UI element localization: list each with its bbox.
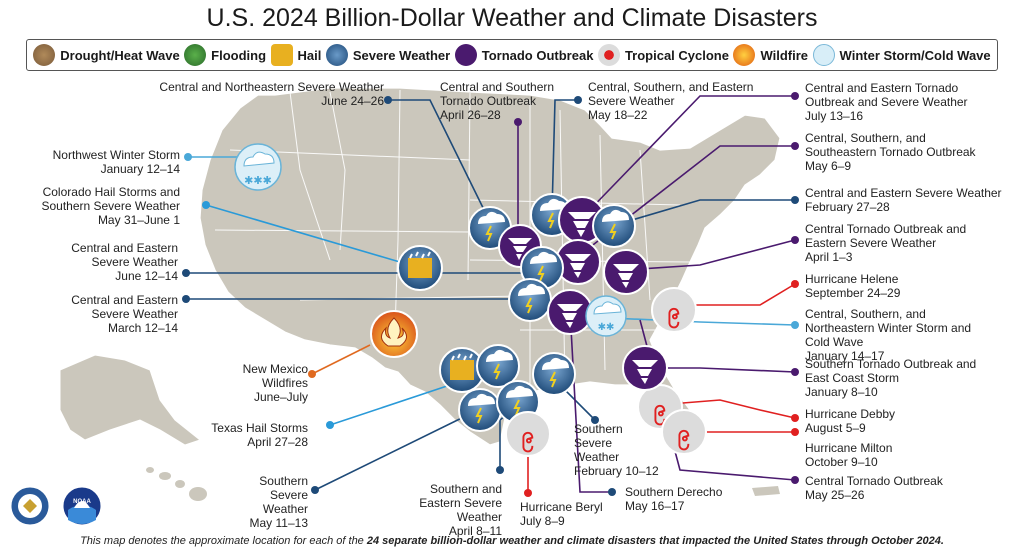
legend-item-wildfire: Wildfire: [733, 44, 808, 66]
severe-weather-icon: [532, 352, 576, 396]
tropical-cyclone-icon: [597, 44, 620, 66]
legend-item-drought: Drought/Heat Wave: [33, 44, 180, 66]
label-nm-wildfire: New Mexico Wildfires June–July: [242, 362, 308, 404]
svg-text:၉: ၉: [668, 299, 680, 329]
puerto-rico-land: [752, 486, 780, 496]
label-s-tornado-jan: Southern Tornado Outbreak and East Coast…: [805, 357, 977, 399]
label-se-severe-apr: Southern and Eastern Severe Weather April…: [419, 482, 502, 538]
footnote: This map denotes the approximate locatio…: [80, 535, 944, 547]
winter-storm-icon: ✱✱: [585, 295, 627, 337]
alaska-land: [59, 354, 202, 446]
label-s-severe-may: Southern Severe Weather May 11–13: [249, 474, 308, 530]
label-milton: Hurricane Milton October 9–10: [805, 441, 893, 469]
svg-text:NOAA: NOAA: [73, 499, 91, 505]
label-css-tornado: Central, Southern, and Southeastern Torn…: [805, 131, 976, 173]
severe-weather-icon: [458, 388, 502, 432]
svg-text:✱✱✱: ✱✱✱: [244, 174, 272, 187]
drought-icon: [33, 44, 56, 66]
legend: Drought/Heat Wave Flooding Hail Severe W…: [26, 39, 998, 71]
winter-storm-icon: ✱✱✱: [234, 143, 282, 191]
hawaii-land: [146, 467, 207, 501]
label-csn-winter: Central, Southern, and Northeastern Wint…: [805, 307, 972, 363]
legend-item-flooding: Flooding: [184, 44, 266, 66]
svg-text:၉: ၉: [678, 421, 690, 451]
severe-weather-icon: [592, 204, 636, 248]
tropical-cyclone-icon: ၉: [661, 409, 707, 455]
label-debby: Hurricane Debby August 5–9: [805, 407, 896, 435]
noaa-logo: NOAA: [62, 486, 102, 526]
label-nw-winter: Northwest Winter Storm January 12–14: [52, 148, 180, 176]
label-beryl: Hurricane Beryl July 8–9: [520, 500, 603, 528]
map-title: U.S. 2024 Billion-Dollar Weather and Cli…: [206, 4, 818, 32]
label-ne-severe: Central and Northeastern Severe Weather J…: [159, 80, 384, 108]
label-s-severe-feb: Southern Severe Weather February 10–12: [574, 422, 659, 478]
severe-weather-icon: [508, 278, 552, 322]
tornado-icon: [547, 289, 593, 335]
legend-item-tropical-cyclone: Tropical Cyclone: [597, 44, 729, 66]
label-ce-severe-mar: Central and Eastern Severe Weather March …: [71, 293, 178, 335]
wildfire-icon: [733, 44, 756, 66]
tropical-cyclone-icon: ၉: [505, 411, 551, 457]
legend-item-severe-weather: Severe Weather: [325, 44, 450, 66]
winter-storm-icon: [812, 44, 835, 66]
legend-item-tornado: Tornado Outbreak: [454, 44, 593, 66]
flooding-icon: [184, 44, 207, 66]
label-co-hail: Colorado Hail Storms and Southern Severe…: [41, 185, 180, 227]
tornado-icon: [454, 44, 477, 66]
legend-item-hail: Hail: [270, 44, 321, 66]
label-cse-severe: Central, Southern, and Eastern Severe We…: [588, 80, 754, 122]
label-helene: Hurricane Helene September 24–29: [805, 272, 901, 300]
severe-weather-icon: [325, 44, 348, 66]
label-cs-tornado: Central and Southern Tornado Outbreak Apr…: [440, 80, 555, 122]
tornado-icon: [555, 239, 601, 285]
department-of-commerce-seal: [10, 486, 50, 526]
label-ce-tornado-jul: Central and Eastern Tornado Outbreak and…: [805, 81, 968, 123]
event-icons: ✱✱✱ ✱✱ ၉ ၉ ၉ ၉: [234, 143, 707, 457]
label-c-tornado-may: Central Tornado Outbreak May 25–26: [805, 474, 943, 502]
hail-icon: [270, 44, 293, 66]
tornado-icon: [622, 345, 668, 391]
label-tx-hail: Texas Hail Storms April 27–28: [211, 421, 308, 449]
label-s-derecho: Southern Derecho May 16–17: [625, 485, 723, 513]
label-ct-eastern-severe: Central Tornado Outbreak and Eastern Sev…: [805, 222, 967, 264]
tropical-cyclone-icon: ၉: [651, 287, 697, 333]
svg-text:၉: ၉: [522, 423, 534, 453]
label-ce-severe-feb: Central and Eastern Severe Weather Februa…: [805, 186, 1002, 214]
legend-item-winter-storm: Winter Storm/Cold Wave: [812, 44, 991, 66]
svg-text:၉: ၉: [654, 396, 666, 426]
label-ce-severe-jun: Central and Eastern Severe Weather June 1…: [71, 241, 178, 283]
wildfire-icon: [370, 310, 418, 358]
svg-text:✱✱: ✱✱: [598, 322, 615, 333]
hail-icon: [397, 245, 443, 291]
severe-weather-icon: [476, 344, 520, 388]
tornado-icon: [603, 249, 649, 295]
leader-dots: [182, 92, 799, 497]
